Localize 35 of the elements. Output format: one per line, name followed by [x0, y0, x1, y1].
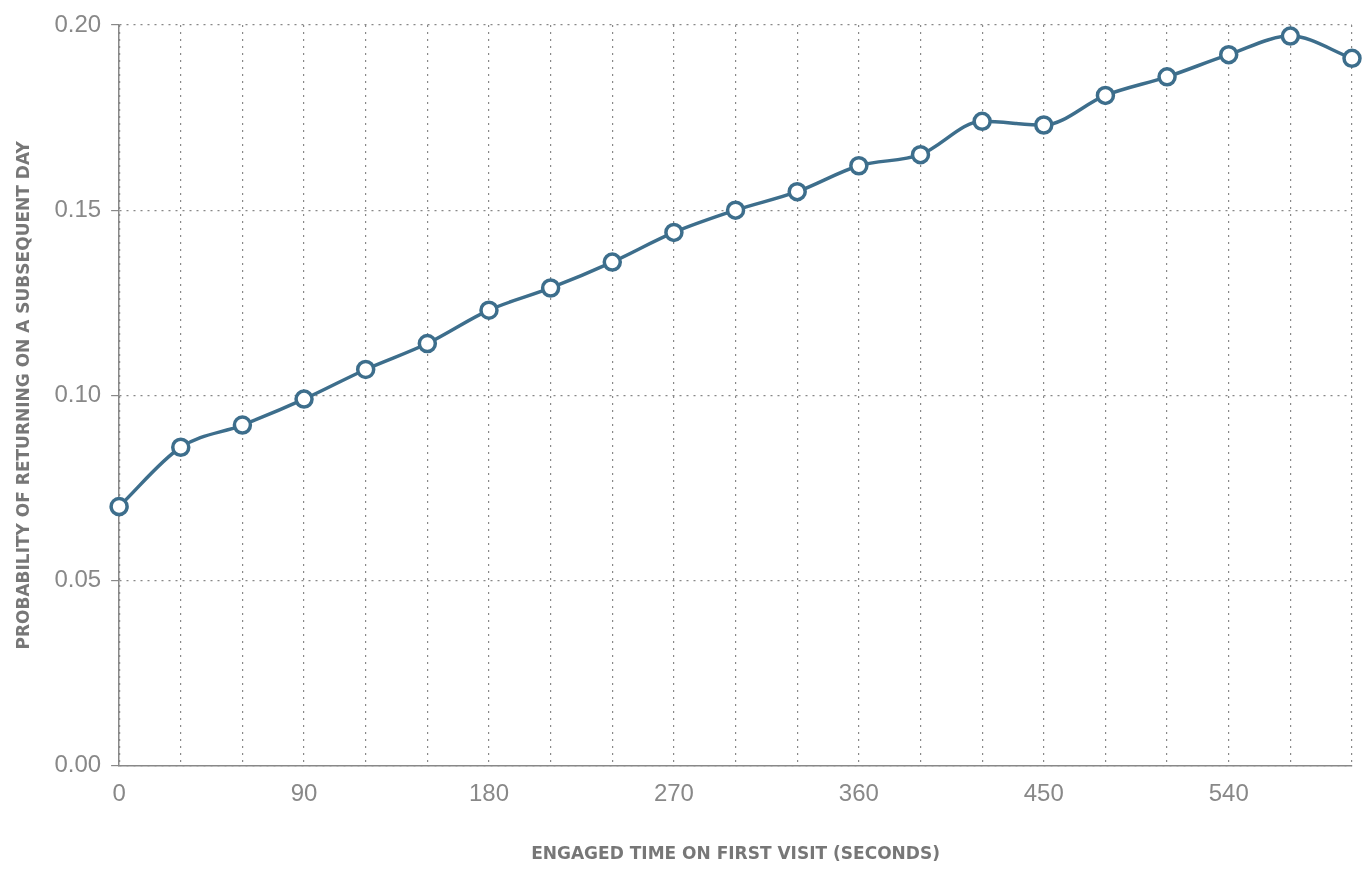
point	[664, 222, 684, 243]
x-axis-title: ENGAGED TIME ON FIRST VISIT (SECONDS)	[531, 843, 940, 864]
point	[355, 359, 376, 380]
point	[171, 437, 191, 458]
point	[479, 300, 499, 320]
y-axis-title: PROBABILITY OF RETURNING ON A SUBSEQUENT DAY	[12, 140, 33, 650]
point	[602, 252, 623, 272]
point	[109, 496, 129, 517]
y-tick-label: 0.15	[54, 194, 102, 222]
point	[232, 415, 253, 435]
point	[1218, 44, 1239, 65]
x-tick-label: 180	[468, 778, 509, 806]
point	[910, 144, 931, 165]
point	[1342, 48, 1362, 69]
point	[417, 333, 438, 354]
x-tick-label: 270	[653, 778, 694, 806]
point	[972, 111, 992, 132]
x-tick-label: 0	[112, 778, 126, 806]
x-tick-label: 450	[1023, 778, 1064, 806]
y-tick-label: 0.10	[54, 380, 102, 408]
point	[1157, 67, 1177, 87]
x-tick-label: 360	[838, 778, 879, 806]
point	[1034, 115, 1054, 135]
y-tick-label: 0.00	[54, 750, 102, 778]
point	[725, 200, 746, 220]
x-tick-label: 540	[1208, 778, 1249, 806]
y-tick-label: 0.05	[54, 565, 102, 593]
point	[1280, 26, 1301, 46]
point	[787, 181, 807, 202]
point	[294, 389, 314, 409]
y-tick-label: 0.20	[54, 9, 102, 37]
x-tick-label: 90	[290, 778, 318, 806]
point	[1095, 85, 1116, 106]
point	[540, 278, 561, 298]
point	[849, 156, 869, 176]
